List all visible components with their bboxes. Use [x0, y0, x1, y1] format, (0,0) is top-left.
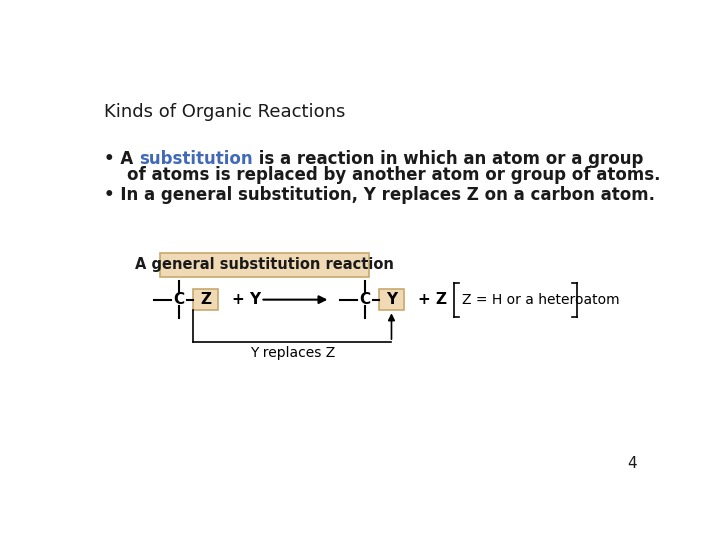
Text: Y replaces Z: Y replaces Z [250, 346, 335, 360]
Bar [160, 253, 369, 276]
Text: Y: Y [386, 292, 397, 307]
Text: substitution: substitution [139, 150, 253, 167]
Text: • A: • A [104, 150, 139, 167]
Text: + Z: + Z [418, 292, 447, 307]
Text: A general substitution reaction: A general substitution reaction [135, 258, 394, 273]
Text: C: C [359, 292, 371, 307]
Text: Z: Z [200, 292, 211, 307]
Text: + Y: + Y [232, 292, 261, 307]
Text: • In a general substitution, Y replaces Z on a carbon atom.: • In a general substitution, Y replaces … [104, 186, 655, 205]
Text: Z = H or a heteroatom: Z = H or a heteroatom [462, 293, 620, 307]
Text: of atoms is replaced by another atom or group of atoms.: of atoms is replaced by another atom or … [104, 166, 660, 185]
Text: 4: 4 [626, 456, 636, 471]
Text: C: C [174, 292, 185, 307]
Text: Kinds of Organic Reactions: Kinds of Organic Reactions [104, 103, 346, 122]
Text: is a reaction in which an atom or a group: is a reaction in which an atom or a grou… [253, 150, 643, 167]
Bar [193, 289, 218, 310]
Bar [379, 289, 404, 310]
